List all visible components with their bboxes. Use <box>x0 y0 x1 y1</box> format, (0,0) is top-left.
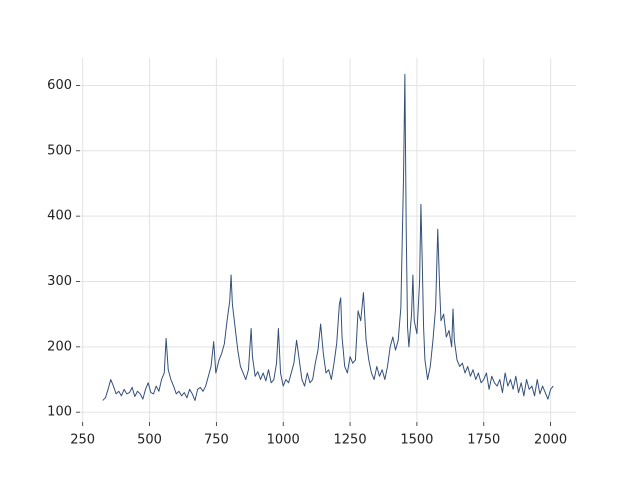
line <box>102 73 554 401</box>
x-tick-label: 250 <box>70 433 95 448</box>
x-tick-label: 2000 <box>534 433 567 448</box>
y-tick-label: 500 <box>47 143 72 158</box>
y-tick-label: 200 <box>47 339 72 354</box>
y-tick-label: 100 <box>47 405 72 420</box>
x-tick-label: 1250 <box>334 433 367 448</box>
x-tick-label: 500 <box>137 433 162 448</box>
x-tick-label: 1000 <box>267 433 300 448</box>
x-tick-label: 1750 <box>467 433 500 448</box>
y-tick-label: 600 <box>47 78 72 93</box>
y-tick-label: 300 <box>47 274 72 289</box>
y-tick-label: 400 <box>47 209 72 224</box>
x-tick-label: 750 <box>204 433 229 448</box>
x-tick-label: 1500 <box>400 433 433 448</box>
